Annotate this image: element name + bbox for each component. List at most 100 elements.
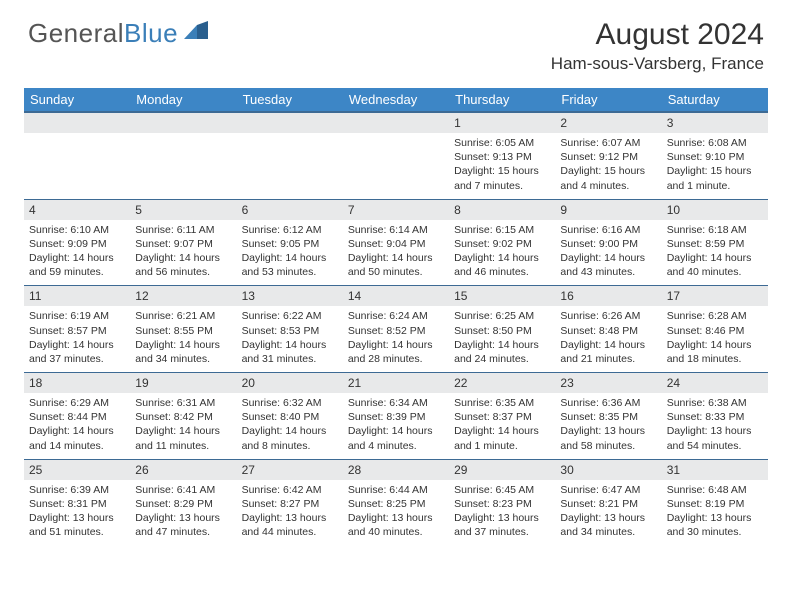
day-number-cell: 24 bbox=[662, 373, 768, 394]
day-number-cell: 2 bbox=[555, 112, 661, 133]
sunset-text: Sunset: 8:29 PM bbox=[135, 497, 231, 511]
day-details-cell: Sunrise: 6:05 AMSunset: 9:13 PMDaylight:… bbox=[449, 133, 555, 199]
day-number-cell: 5 bbox=[130, 199, 236, 220]
sunrise-text: Sunrise: 6:32 AM bbox=[242, 396, 338, 410]
daylight-text: Daylight: 14 hours and 59 minutes. bbox=[29, 251, 125, 279]
sunset-text: Sunset: 8:31 PM bbox=[29, 497, 125, 511]
day-details-cell: Sunrise: 6:08 AMSunset: 9:10 PMDaylight:… bbox=[662, 133, 768, 199]
day-details-row: Sunrise: 6:10 AMSunset: 9:09 PMDaylight:… bbox=[24, 220, 768, 286]
calendar-table: SundayMondayTuesdayWednesdayThursdayFrid… bbox=[24, 88, 768, 545]
sunset-text: Sunset: 8:46 PM bbox=[667, 324, 763, 338]
sunset-text: Sunset: 8:21 PM bbox=[560, 497, 656, 511]
day-details-row: Sunrise: 6:19 AMSunset: 8:57 PMDaylight:… bbox=[24, 306, 768, 372]
location: Ham-sous-Varsberg, France bbox=[551, 54, 764, 74]
day-details-cell: Sunrise: 6:21 AMSunset: 8:55 PMDaylight:… bbox=[130, 306, 236, 372]
day-details-cell: Sunrise: 6:35 AMSunset: 8:37 PMDaylight:… bbox=[449, 393, 555, 459]
day-number-cell: 9 bbox=[555, 199, 661, 220]
day-details-cell: Sunrise: 6:28 AMSunset: 8:46 PMDaylight:… bbox=[662, 306, 768, 372]
day-number-row: 123 bbox=[24, 112, 768, 133]
sunrise-text: Sunrise: 6:42 AM bbox=[242, 483, 338, 497]
sunset-text: Sunset: 8:48 PM bbox=[560, 324, 656, 338]
daylight-text: Daylight: 14 hours and 46 minutes. bbox=[454, 251, 550, 279]
day-details-cell: Sunrise: 6:44 AMSunset: 8:25 PMDaylight:… bbox=[343, 480, 449, 546]
daylight-text: Daylight: 15 hours and 7 minutes. bbox=[454, 164, 550, 192]
day-details-cell: Sunrise: 6:34 AMSunset: 8:39 PMDaylight:… bbox=[343, 393, 449, 459]
sunrise-text: Sunrise: 6:35 AM bbox=[454, 396, 550, 410]
day-details-row: Sunrise: 6:29 AMSunset: 8:44 PMDaylight:… bbox=[24, 393, 768, 459]
day-number-cell: 20 bbox=[237, 373, 343, 394]
sunset-text: Sunset: 8:40 PM bbox=[242, 410, 338, 424]
sunset-text: Sunset: 9:02 PM bbox=[454, 237, 550, 251]
day-number-cell: 7 bbox=[343, 199, 449, 220]
day-number-cell bbox=[343, 112, 449, 133]
daylight-text: Daylight: 14 hours and 50 minutes. bbox=[348, 251, 444, 279]
day-details-cell: Sunrise: 6:25 AMSunset: 8:50 PMDaylight:… bbox=[449, 306, 555, 372]
daylight-text: Daylight: 13 hours and 51 minutes. bbox=[29, 511, 125, 539]
day-number-cell: 26 bbox=[130, 459, 236, 480]
daylight-text: Daylight: 13 hours and 58 minutes. bbox=[560, 424, 656, 452]
sunrise-text: Sunrise: 6:38 AM bbox=[667, 396, 763, 410]
day-details-cell: Sunrise: 6:11 AMSunset: 9:07 PMDaylight:… bbox=[130, 220, 236, 286]
day-number-cell: 15 bbox=[449, 286, 555, 307]
daylight-text: Daylight: 14 hours and 11 minutes. bbox=[135, 424, 231, 452]
day-details-cell: Sunrise: 6:36 AMSunset: 8:35 PMDaylight:… bbox=[555, 393, 661, 459]
sunrise-text: Sunrise: 6:24 AM bbox=[348, 309, 444, 323]
sunset-text: Sunset: 8:35 PM bbox=[560, 410, 656, 424]
sunset-text: Sunset: 8:42 PM bbox=[135, 410, 231, 424]
day-number-cell: 19 bbox=[130, 373, 236, 394]
daylight-text: Daylight: 14 hours and 4 minutes. bbox=[348, 424, 444, 452]
day-details-cell: Sunrise: 6:32 AMSunset: 8:40 PMDaylight:… bbox=[237, 393, 343, 459]
logo-word-a: General bbox=[28, 18, 124, 48]
sunrise-text: Sunrise: 6:48 AM bbox=[667, 483, 763, 497]
sunset-text: Sunset: 8:25 PM bbox=[348, 497, 444, 511]
day-number-cell: 1 bbox=[449, 112, 555, 133]
day-details-cell bbox=[130, 133, 236, 199]
day-details-cell: Sunrise: 6:24 AMSunset: 8:52 PMDaylight:… bbox=[343, 306, 449, 372]
day-details-cell: Sunrise: 6:15 AMSunset: 9:02 PMDaylight:… bbox=[449, 220, 555, 286]
day-number-cell: 16 bbox=[555, 286, 661, 307]
day-number-cell: 28 bbox=[343, 459, 449, 480]
day-details-cell: Sunrise: 6:45 AMSunset: 8:23 PMDaylight:… bbox=[449, 480, 555, 546]
day-details-cell: Sunrise: 6:26 AMSunset: 8:48 PMDaylight:… bbox=[555, 306, 661, 372]
day-number-cell: 30 bbox=[555, 459, 661, 480]
sunset-text: Sunset: 8:59 PM bbox=[667, 237, 763, 251]
day-details-cell: Sunrise: 6:14 AMSunset: 9:04 PMDaylight:… bbox=[343, 220, 449, 286]
sunset-text: Sunset: 8:39 PM bbox=[348, 410, 444, 424]
day-number-row: 25262728293031 bbox=[24, 459, 768, 480]
day-number-row: 11121314151617 bbox=[24, 286, 768, 307]
day-number-cell: 6 bbox=[237, 199, 343, 220]
sunrise-text: Sunrise: 6:25 AM bbox=[454, 309, 550, 323]
day-details-cell: Sunrise: 6:18 AMSunset: 8:59 PMDaylight:… bbox=[662, 220, 768, 286]
dow-header-cell: Sunday bbox=[24, 88, 130, 112]
day-number-cell: 27 bbox=[237, 459, 343, 480]
day-details-cell: Sunrise: 6:19 AMSunset: 8:57 PMDaylight:… bbox=[24, 306, 130, 372]
daylight-text: Daylight: 14 hours and 28 minutes. bbox=[348, 338, 444, 366]
sunrise-text: Sunrise: 6:22 AM bbox=[242, 309, 338, 323]
day-details-cell: Sunrise: 6:12 AMSunset: 9:05 PMDaylight:… bbox=[237, 220, 343, 286]
sunset-text: Sunset: 8:23 PM bbox=[454, 497, 550, 511]
sunset-text: Sunset: 9:04 PM bbox=[348, 237, 444, 251]
sunset-text: Sunset: 9:00 PM bbox=[560, 237, 656, 251]
daylight-text: Daylight: 14 hours and 56 minutes. bbox=[135, 251, 231, 279]
day-details-cell: Sunrise: 6:10 AMSunset: 9:09 PMDaylight:… bbox=[24, 220, 130, 286]
day-details-row: Sunrise: 6:39 AMSunset: 8:31 PMDaylight:… bbox=[24, 480, 768, 546]
sunrise-text: Sunrise: 6:08 AM bbox=[667, 136, 763, 150]
day-number-cell: 31 bbox=[662, 459, 768, 480]
day-details-cell: Sunrise: 6:47 AMSunset: 8:21 PMDaylight:… bbox=[555, 480, 661, 546]
day-details-cell bbox=[24, 133, 130, 199]
sunrise-text: Sunrise: 6:34 AM bbox=[348, 396, 444, 410]
day-number-cell: 12 bbox=[130, 286, 236, 307]
sunset-text: Sunset: 8:37 PM bbox=[454, 410, 550, 424]
day-details-cell: Sunrise: 6:41 AMSunset: 8:29 PMDaylight:… bbox=[130, 480, 236, 546]
daylight-text: Daylight: 14 hours and 53 minutes. bbox=[242, 251, 338, 279]
sunrise-text: Sunrise: 6:16 AM bbox=[560, 223, 656, 237]
daylight-text: Daylight: 14 hours and 8 minutes. bbox=[242, 424, 338, 452]
sunset-text: Sunset: 9:05 PM bbox=[242, 237, 338, 251]
daylight-text: Daylight: 15 hours and 4 minutes. bbox=[560, 164, 656, 192]
sunrise-text: Sunrise: 6:21 AM bbox=[135, 309, 231, 323]
day-details-cell: Sunrise: 6:31 AMSunset: 8:42 PMDaylight:… bbox=[130, 393, 236, 459]
day-number-cell: 11 bbox=[24, 286, 130, 307]
sunrise-text: Sunrise: 6:10 AM bbox=[29, 223, 125, 237]
day-number-cell: 10 bbox=[662, 199, 768, 220]
sunrise-text: Sunrise: 6:36 AM bbox=[560, 396, 656, 410]
